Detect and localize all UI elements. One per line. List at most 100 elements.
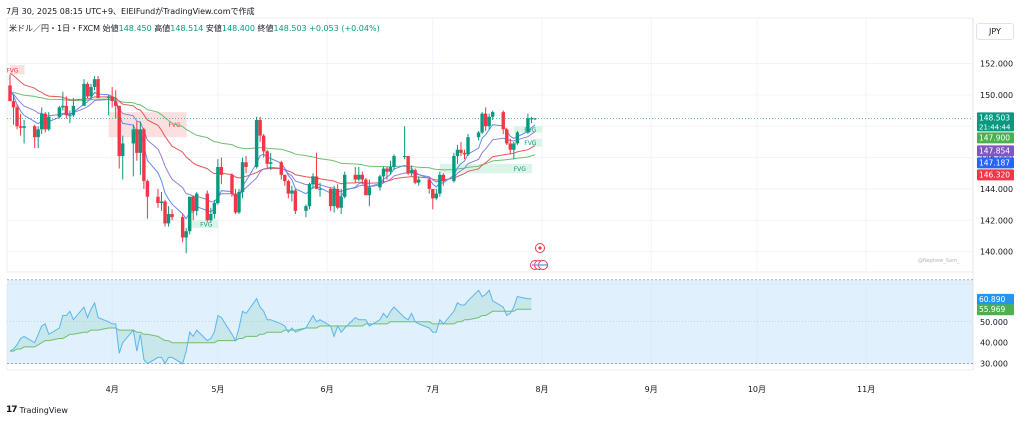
candle-body <box>392 156 396 167</box>
candle-body <box>265 151 269 164</box>
tradingview-logo[interactable]: 17 TradingView <box>6 405 68 415</box>
candle-body <box>170 214 174 218</box>
candle-body <box>286 181 291 194</box>
candle-body <box>82 83 86 106</box>
rsi-value-bg <box>977 293 1014 305</box>
close-label: 終値 <box>257 24 274 33</box>
candle-body <box>254 119 259 167</box>
price-label: 147.900 <box>979 133 1010 142</box>
y-tick-label: 152.000 <box>980 60 1013 69</box>
x-tick-label: 9月 <box>645 385 658 394</box>
candle-body <box>526 118 530 133</box>
x-tick-label: 7月 <box>426 385 439 394</box>
candle-body <box>22 126 26 128</box>
candle-body <box>43 113 47 130</box>
candle-body <box>195 193 199 211</box>
candle-body <box>388 166 393 172</box>
candle-body <box>515 132 520 144</box>
rsi-ma-line <box>10 308 532 352</box>
candle-body <box>480 113 484 133</box>
candle-body <box>15 107 19 127</box>
fvg-zone <box>10 65 25 75</box>
candle-body <box>533 118 537 120</box>
rsi-y-tick: 40.000 <box>980 339 1008 348</box>
candle-body <box>145 181 150 197</box>
x-tick-label: 11月 <box>857 385 875 394</box>
candle-body <box>121 143 125 156</box>
candle-body <box>409 170 414 174</box>
fvg-zone <box>439 163 532 174</box>
candle-body <box>441 174 446 182</box>
candle-body <box>357 174 361 180</box>
candle-body <box>490 112 495 117</box>
low-label: 安値 <box>205 24 222 33</box>
candle-body <box>230 174 234 194</box>
candle-body <box>311 176 315 185</box>
candle-body <box>462 152 467 155</box>
candle-body <box>89 87 93 97</box>
event-marker-dot <box>538 246 542 250</box>
candle-body <box>431 188 435 199</box>
candle-body <box>96 79 100 98</box>
candle-body <box>314 176 319 189</box>
rsi-line <box>9 289 532 365</box>
candle-body <box>367 187 372 196</box>
brand-name: TradingView <box>19 405 68 415</box>
open-value: 148.450 <box>118 24 152 33</box>
rsi-y-tick: 50.000 <box>980 318 1008 327</box>
fvg-label: FVG <box>524 127 537 134</box>
chart-header: 7月 30, 2025 08:15 UTC+9、EIEIFundがTrading… <box>6 7 255 16</box>
candle-body <box>32 126 37 138</box>
fvg-label: FVG <box>168 122 181 129</box>
price-label: 147.854 <box>979 146 1010 155</box>
candle-body <box>131 129 136 144</box>
candle-body <box>40 113 44 130</box>
candle-body <box>385 168 389 172</box>
candle-body <box>92 79 97 88</box>
candle-body <box>318 188 322 190</box>
candle-body <box>501 112 505 130</box>
candle-body <box>343 174 347 197</box>
candle-body <box>205 193 209 221</box>
candle-body <box>427 179 431 189</box>
candle-body <box>156 196 160 204</box>
x-tick-label: 4月 <box>106 385 119 394</box>
candle-body <box>378 176 382 188</box>
price-label-bg <box>977 157 1014 169</box>
candle-body <box>61 105 65 108</box>
x-tick-label: 6月 <box>321 385 334 394</box>
candle-body <box>406 156 410 174</box>
candle-body <box>36 129 40 138</box>
fvg-label: FVG <box>514 166 527 173</box>
candle-body <box>307 184 312 207</box>
candle-body <box>290 190 294 194</box>
candle-body <box>135 129 139 153</box>
candle-body <box>219 166 224 175</box>
candle-body <box>455 149 460 156</box>
rsi-fill <box>10 290 532 364</box>
candle-body <box>8 85 12 102</box>
price-label: 146.320 <box>979 170 1010 179</box>
candle-body <box>106 96 111 98</box>
symbol-ohlc-line: 米ドル／円・1日・FXCM 始値148.450 高値148.514 安値148.… <box>9 23 380 34</box>
close-value: 148.503 <box>273 24 307 33</box>
ma-line-purple <box>9 91 536 203</box>
rsi-value-label: 55.969 <box>979 305 1005 314</box>
price-label-bg <box>977 145 1014 157</box>
ma-line-red <box>9 72 536 185</box>
change-value: +0.053 (+0.04%) <box>309 24 380 33</box>
candle-body <box>487 116 491 127</box>
fvg-zone <box>108 112 187 138</box>
candle-body <box>113 101 118 106</box>
candle-body <box>110 96 114 102</box>
candle-body <box>117 105 121 156</box>
candle-body <box>233 193 238 213</box>
candle-body <box>163 201 167 224</box>
candle-body <box>438 174 442 194</box>
candle-body <box>279 162 283 175</box>
candle-body <box>505 129 509 144</box>
currency-button[interactable]: JPY <box>976 23 1014 40</box>
x-tick-label: 10月 <box>748 385 766 394</box>
candle-body <box>180 217 185 238</box>
